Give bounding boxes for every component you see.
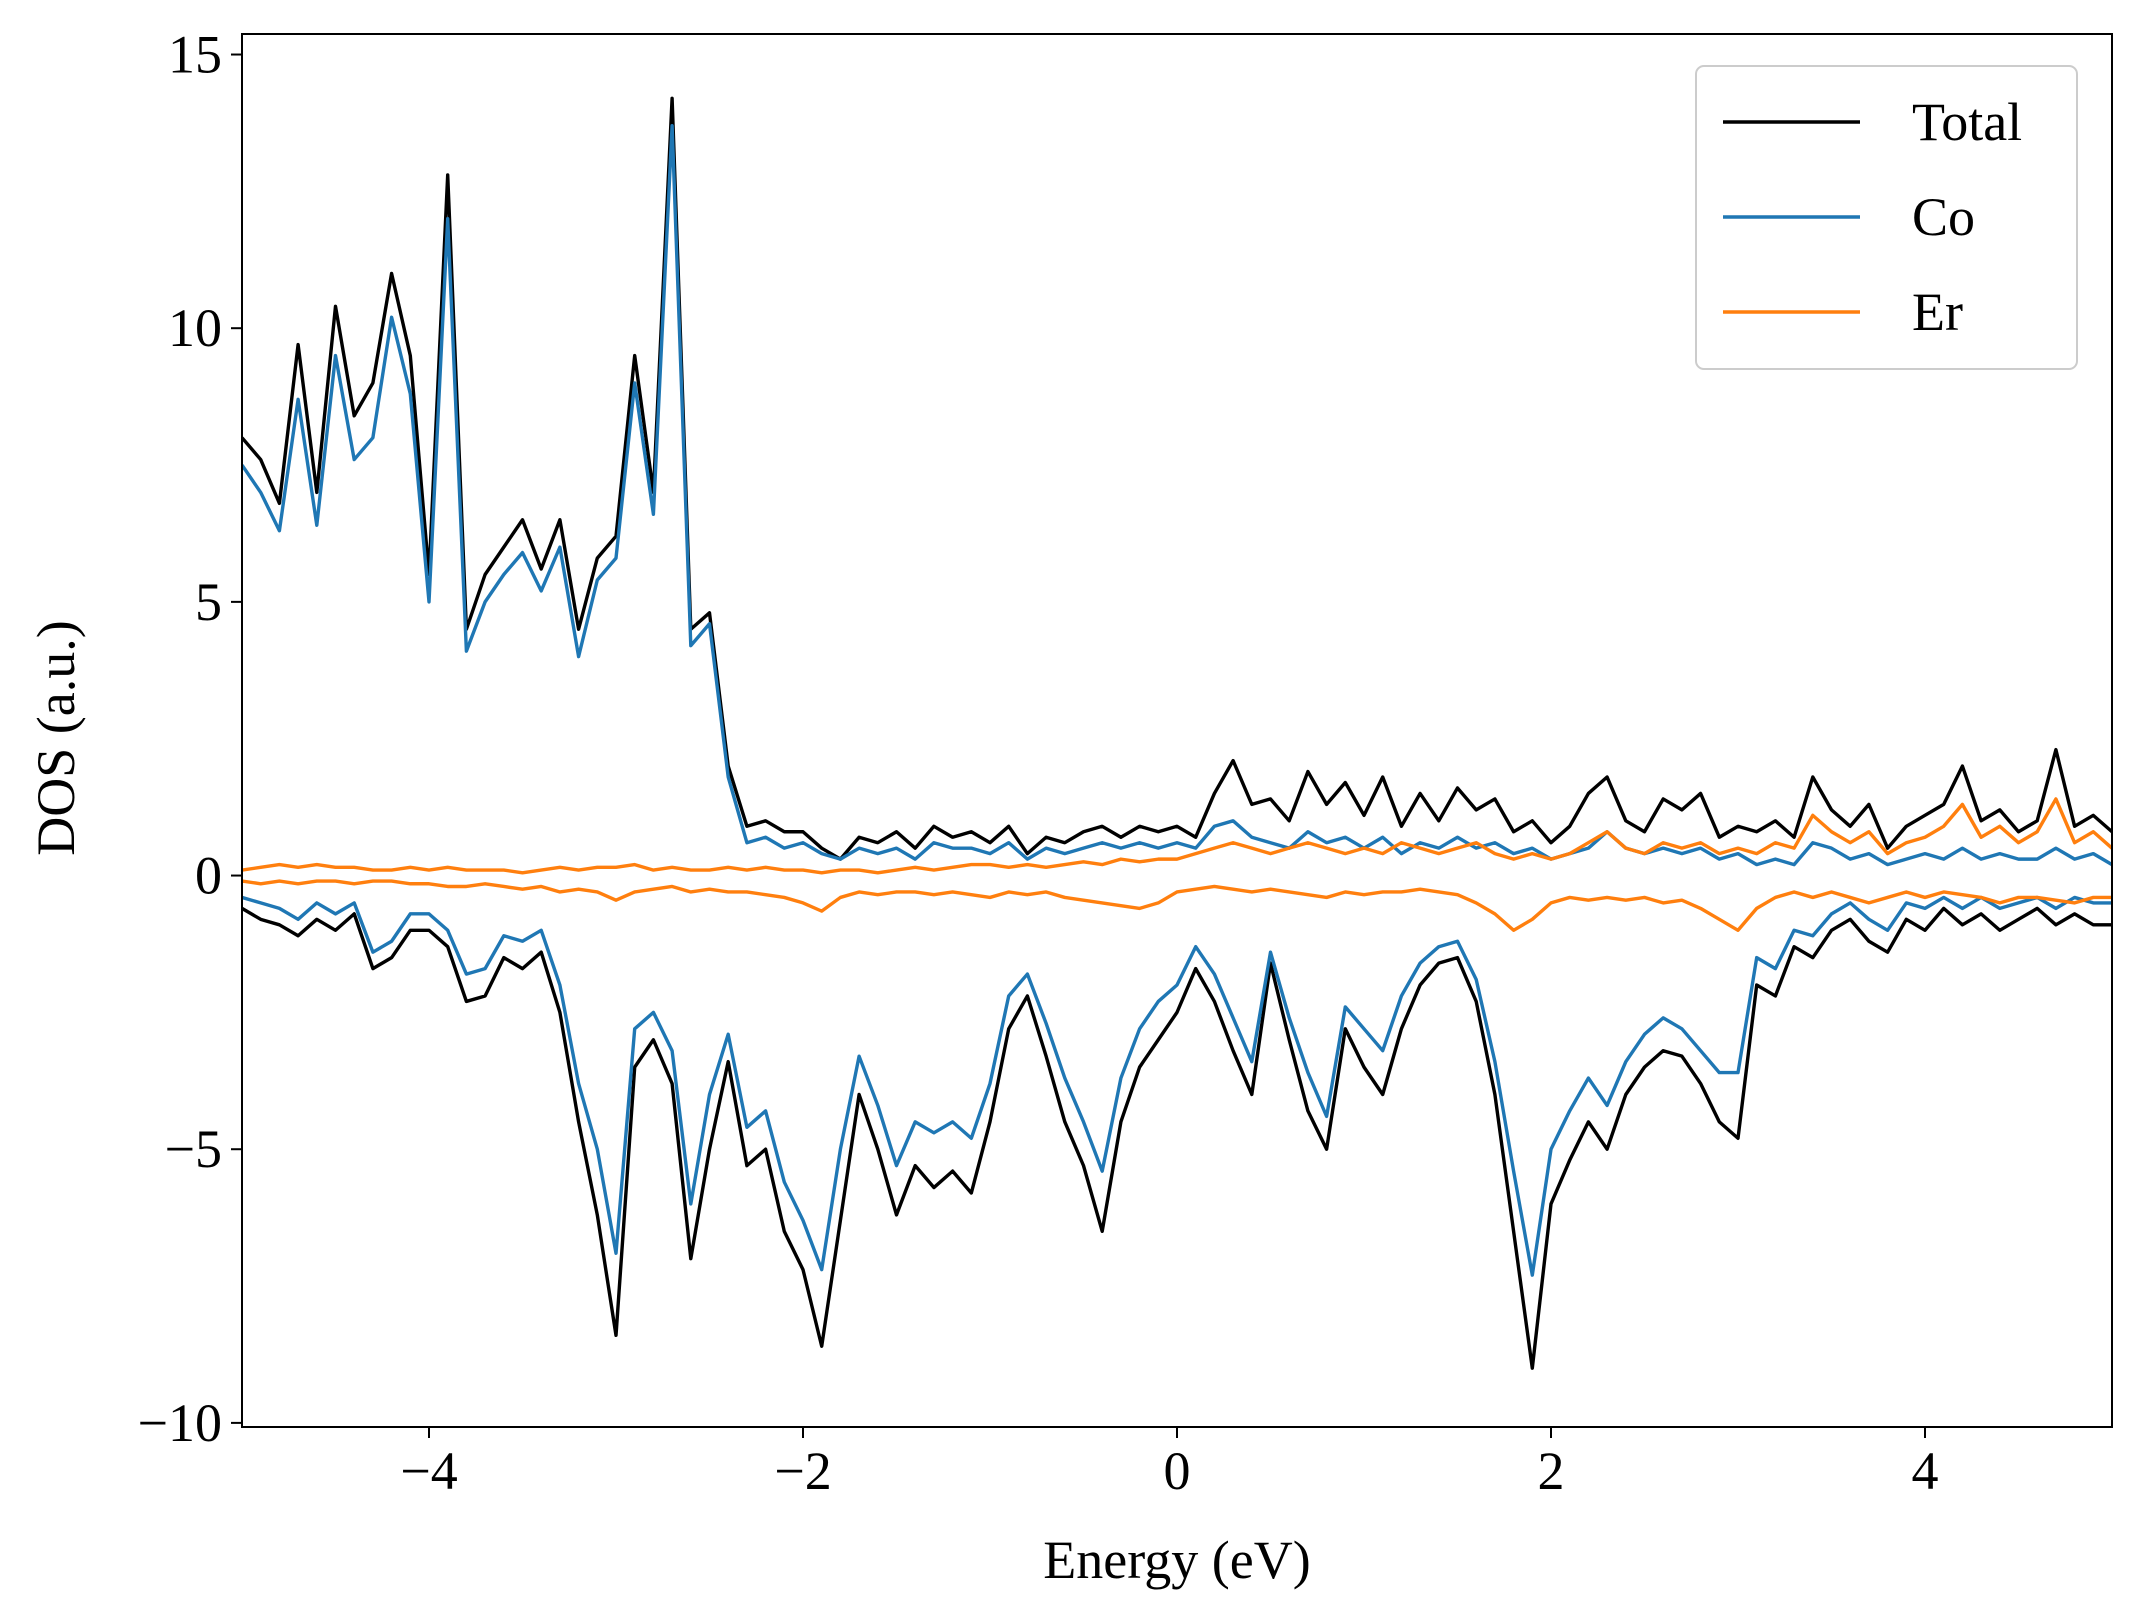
legend-label: Co (1912, 187, 1975, 247)
dos-line (242, 895, 2112, 1277)
y-tick-label: −5 (165, 1119, 222, 1179)
x-tick-label: −2 (774, 1441, 831, 1501)
plot-lines (242, 96, 2112, 1370)
y-tick-label: 15 (168, 25, 222, 85)
x-tick-label: 2 (1538, 1441, 1565, 1501)
x-tick-label: 4 (1912, 1441, 1939, 1501)
dos-line (242, 797, 2112, 875)
dos-line (242, 123, 2112, 867)
legend-frame (1695, 65, 2078, 370)
dos-line (242, 96, 2112, 861)
x-axis-label: Energy (eV) (1043, 1530, 1310, 1590)
x-tick-label: 0 (1164, 1441, 1191, 1501)
x-tick-label: −4 (400, 1441, 457, 1501)
legend: Total Co Er (1695, 65, 2078, 370)
y-tick-label: 10 (168, 298, 222, 358)
legend-label: Total (1912, 92, 2022, 152)
y-tick-label: −10 (138, 1393, 222, 1453)
legend-label: Er (1912, 282, 1963, 342)
dos-line (242, 906, 2112, 1370)
y-tick-label: 5 (195, 572, 222, 632)
dos-line (242, 879, 2112, 932)
y-tick-label: 0 (195, 846, 222, 906)
y-axis-label: DOS (a.u.) (26, 620, 86, 855)
plot-frame (241, 33, 2113, 1428)
